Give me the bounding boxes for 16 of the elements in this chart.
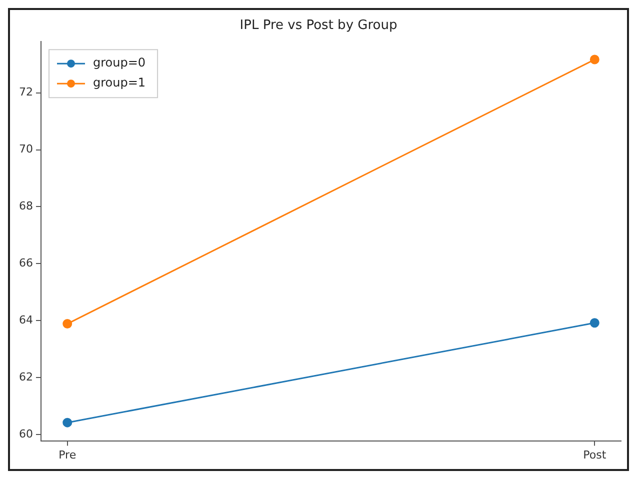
chart-title: IPL Pre vs Post by Group [240, 18, 398, 34]
y-tick-label: 60 [18, 427, 33, 440]
y-tick-label: 62 [18, 370, 33, 384]
point [62, 418, 72, 428]
legend-label: group=1 [92, 76, 146, 90]
x-tick-label: Pre [58, 448, 76, 462]
y-tick-label: 64 [18, 314, 33, 326]
legend-label: group=0 [92, 56, 146, 70]
y-tick-label: 72 [18, 86, 33, 99]
point [590, 318, 600, 328]
x-tick-label: Post [583, 448, 607, 462]
y-tick-label: 68 [18, 200, 33, 213]
point [590, 54, 600, 64]
y-tick-label: 66 [18, 256, 33, 270]
point [62, 319, 72, 329]
y-tick-label: 70 [18, 142, 33, 156]
